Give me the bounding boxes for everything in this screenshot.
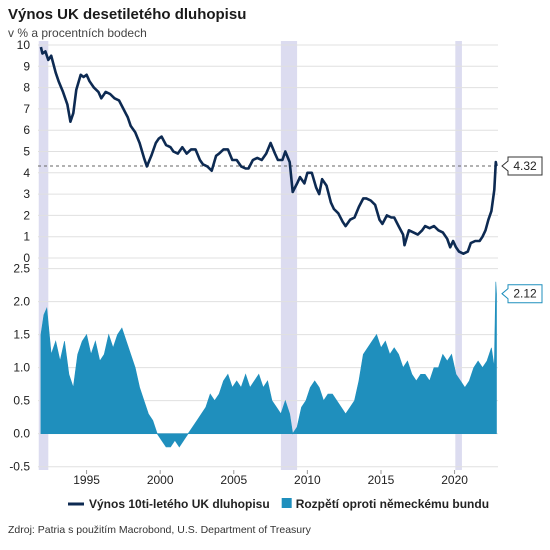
x-axis-ticks: 1995 2000 2005 2010 2015 2020 — [73, 470, 468, 487]
yield-axis-ticks: 0 1 2 3 4 5 6 7 8 9 10 — [17, 38, 31, 265]
legend: Výnos 10ti-letého UK dluhopisu Rozpětí op… — [68, 497, 489, 511]
yield-last-value-callout-box — [501, 156, 543, 176]
spread-area — [40, 281, 497, 448]
spread-tick-label: 0.0 — [13, 427, 30, 441]
yield-tick-label: 10 — [17, 38, 31, 52]
yield-tick-label: 6 — [23, 123, 30, 137]
spread-last-value-callout: 2.12 — [501, 284, 543, 304]
yield-last-value-callout-text: 4.32 — [513, 159, 537, 173]
legend-item-label: Výnos 10ti-letého UK dluhopisu — [89, 497, 270, 511]
chart-title: Výnos UK desetiletého dluhopisu — [8, 6, 247, 23]
x-tick-label: 1995 — [73, 473, 100, 487]
yield-tick-label: 5 — [23, 145, 30, 159]
value-callouts: 4.32 2.12 — [501, 156, 543, 304]
yield-tick-label: 2 — [23, 208, 30, 222]
spread-tick-label: 2.0 — [13, 295, 30, 309]
spread-tick-label: -0.5 — [9, 460, 30, 474]
x-tick-label: 2015 — [368, 473, 395, 487]
spread-last-value-callout-text: 2.12 — [513, 287, 537, 301]
yield-tick-label: 8 — [23, 81, 30, 95]
legend-item-label: Rozpětí oproti německému bundu — [296, 497, 489, 511]
spread-last-value-callout-box — [501, 284, 543, 304]
spread-tick-label: 1.0 — [13, 361, 30, 375]
recession-bands — [38, 41, 462, 470]
recession-band-2 — [455, 41, 462, 470]
yield-tick-label: 1 — [23, 230, 30, 244]
yield-tick-label: 9 — [23, 59, 30, 73]
recession-band-0 — [38, 41, 49, 470]
chart-subtitle: v % a procentních bodech — [8, 26, 147, 40]
spread-tick-label: 1.5 — [13, 328, 30, 342]
yield-tick-label: 4 — [23, 166, 30, 180]
spread-area-layer — [40, 281, 497, 448]
source-note: Zdroj: Patria s použitím Macrobond, U.S.… — [8, 524, 311, 536]
yield-line-layer — [39, 46, 498, 255]
spread-tick-label: 2.5 — [13, 262, 30, 276]
x-tick-label: 2010 — [294, 473, 321, 487]
legend-swatch-area — [281, 498, 292, 508]
yield-tick-label: 3 — [23, 187, 30, 201]
yield-last-value-callout: 4.32 — [501, 156, 543, 176]
spread-tick-label: 0.5 — [13, 394, 30, 408]
yield-tick-label: 7 — [23, 102, 30, 116]
x-tick-label: 2020 — [441, 473, 468, 487]
yield-tick-label: 0 — [23, 251, 30, 265]
spread-axis-ticks: -0.5 0.0 0.5 1.0 1.5 2.0 2.5 — [9, 262, 30, 474]
yield-line — [39, 46, 498, 255]
x-tick-label: 2005 — [220, 473, 247, 487]
recession-band-1 — [280, 41, 298, 470]
x-tick-label: 2000 — [147, 473, 174, 487]
